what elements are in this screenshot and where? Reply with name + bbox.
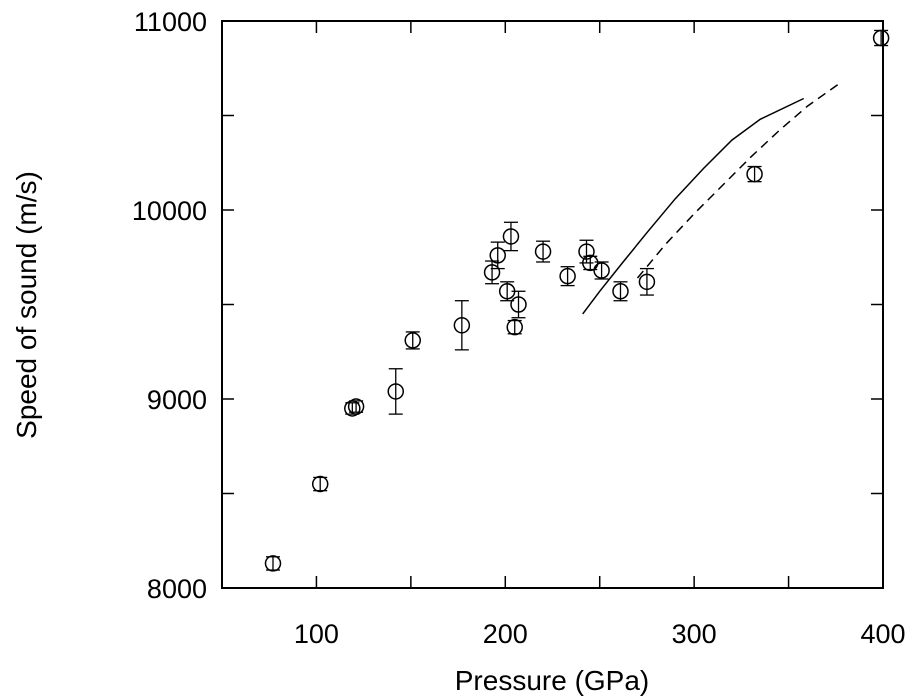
x-axis-title: Pressure (GPa) <box>455 665 650 696</box>
data-point <box>559 266 576 287</box>
data-point <box>872 29 890 47</box>
data-point <box>404 331 421 350</box>
point-marker <box>387 383 404 400</box>
data-point <box>510 290 527 319</box>
point-marker <box>453 317 471 334</box>
data-point <box>593 261 610 280</box>
point-marker <box>502 228 520 245</box>
data-point <box>612 281 629 302</box>
point-marker <box>746 165 763 183</box>
point-marker <box>612 283 629 300</box>
x-tick-label: 200 <box>483 619 528 649</box>
data-point <box>489 241 506 270</box>
y-tick-label: 10000 <box>132 196 207 226</box>
tick-labels: 100 200 300 400 8000 9000 10000 11000 <box>132 7 906 649</box>
data-point <box>483 260 501 285</box>
x-tick-label: 100 <box>294 619 339 649</box>
point-marker <box>534 243 552 260</box>
point-marker <box>483 264 501 281</box>
fit-lines <box>582 82 841 315</box>
point-marker <box>582 254 599 272</box>
point-marker <box>593 262 610 279</box>
point-marker <box>510 296 527 313</box>
data-point <box>506 318 523 336</box>
data-point <box>582 254 599 272</box>
x-tick-label: 300 <box>672 619 717 649</box>
dashed-line <box>636 82 841 279</box>
x-tick-label: 400 <box>860 619 905 649</box>
solid-line <box>582 97 805 315</box>
axis-ticks <box>221 20 884 589</box>
y-tick-label: 8000 <box>147 574 207 604</box>
data-point <box>534 240 552 263</box>
point-marker <box>506 318 523 336</box>
data-point <box>347 398 365 415</box>
data-point <box>746 165 763 183</box>
data-points <box>264 29 890 572</box>
data-point <box>387 368 404 415</box>
data-point <box>502 221 520 252</box>
data-point <box>578 239 595 264</box>
point-marker <box>311 475 329 493</box>
data-point <box>453 300 471 351</box>
y-tick-label: 9000 <box>147 385 207 415</box>
point-marker <box>638 273 656 291</box>
data-point <box>264 555 282 572</box>
point-marker <box>872 29 890 47</box>
y-tick-label: 11000 <box>134 7 207 37</box>
y-axis-title: Speed of sound (m/s) <box>11 171 42 439</box>
point-marker <box>264 555 282 572</box>
plot-frame <box>221 20 884 589</box>
point-marker <box>347 398 365 415</box>
point-marker <box>559 267 576 285</box>
point-marker <box>404 332 421 349</box>
point-marker <box>489 247 506 264</box>
data-point <box>638 267 656 296</box>
point-marker <box>578 243 595 260</box>
data-point <box>311 475 329 493</box>
